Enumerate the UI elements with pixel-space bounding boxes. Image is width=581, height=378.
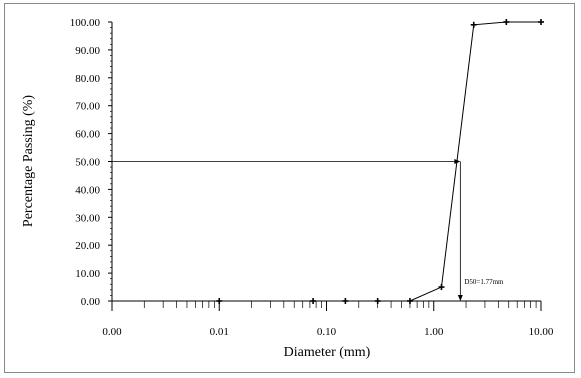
y-tick-label: 30.00	[75, 212, 100, 224]
y-tick-label: 40.00	[75, 184, 100, 196]
x-axis: 0.00 0.01 0.10 1.00 10.00	[102, 300, 554, 338]
y-tick-label: 10.00	[75, 268, 100, 280]
x-tick-label: 0.00	[102, 326, 122, 338]
d50-guides	[112, 159, 463, 301]
y-tick-label: 0.00	[81, 296, 101, 308]
x-tick-label: 0.01	[210, 326, 229, 338]
y-axis-title: Percentage Passing (%)	[21, 95, 36, 228]
gradation-series	[216, 19, 544, 304]
chart-frame	[4, 3, 575, 373]
y-tick-label: 60.00	[75, 129, 100, 141]
y-tick-label: 50.00	[75, 157, 100, 169]
x-tick-label: 10.00	[529, 326, 554, 338]
x-tick-label: 1.00	[424, 326, 444, 338]
y-tick-label: 100.00	[70, 17, 101, 29]
d50-annotation: D50=1.77mm	[464, 278, 504, 286]
x-tick-label: 0.10	[317, 326, 337, 338]
y-tick-label: 90.00	[75, 45, 100, 57]
d50-vertical-arrow	[457, 295, 463, 301]
x-axis-title: Diameter (mm)	[284, 345, 371, 360]
y-tick-label: 20.00	[75, 240, 100, 252]
y-tick-label: 70.00	[75, 101, 100, 113]
y-tick-label: 80.00	[75, 73, 100, 85]
y-axis: 0.00 10.00 20.00 30.00 40.00 50.00 60.00 70.00 8…	[70, 17, 113, 308]
